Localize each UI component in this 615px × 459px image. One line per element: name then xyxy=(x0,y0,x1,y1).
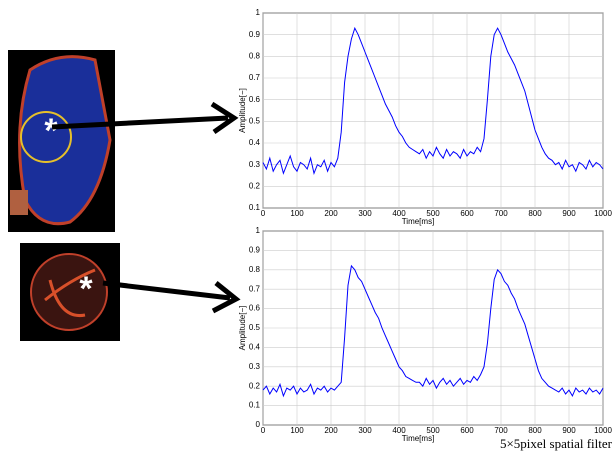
x-tick-label: 200 xyxy=(324,426,338,435)
x-tick-label: 700 xyxy=(494,426,508,435)
image-artifact xyxy=(10,190,28,215)
x-tick-label: 400 xyxy=(392,209,406,218)
y-tick-label: 0.2 xyxy=(249,381,261,390)
x-tick-label: 100 xyxy=(290,426,304,435)
y-tick-label: 0.6 xyxy=(249,304,261,313)
y-tick-label: 0.9 xyxy=(249,30,261,39)
caption: 5×5pixel spatial filter xyxy=(500,436,613,451)
x-tick-label: 200 xyxy=(324,209,338,218)
y-tick-label: 0.8 xyxy=(249,51,261,60)
y-tick-label: 0.8 xyxy=(249,265,261,274)
roi-marker: * xyxy=(44,112,58,150)
y-tick-label: 0.4 xyxy=(249,138,261,147)
x-tick-label: 1000 xyxy=(594,426,612,435)
x-tick-label: 900 xyxy=(562,209,576,218)
y-tick-label: 0.2 xyxy=(249,181,261,190)
x-tick-label: 300 xyxy=(358,209,372,218)
x-tick-label: 400 xyxy=(392,426,406,435)
y-axis-label: Amplitude[−] xyxy=(238,88,247,133)
x-tick-label: 800 xyxy=(528,426,542,435)
x-tick-label: 800 xyxy=(528,209,542,218)
y-tick-label: 0.6 xyxy=(249,95,261,104)
x-tick-label: 0 xyxy=(261,209,266,218)
arrow xyxy=(51,115,229,130)
y-tick-label: 0.4 xyxy=(249,343,261,352)
x-tick-label: 100 xyxy=(290,209,304,218)
roi-marker: * xyxy=(79,270,93,308)
fiber-tissue xyxy=(30,253,108,331)
y-tick-label: 0.3 xyxy=(249,362,261,371)
roi-circle xyxy=(20,111,72,163)
x-axis-label: Time[ms] xyxy=(402,217,435,226)
x-tick-label: 600 xyxy=(460,209,474,218)
y-axis-label: Amplitude[−] xyxy=(238,306,247,351)
fiber-pattern xyxy=(44,268,96,318)
y-tick-label: 0.1 xyxy=(249,203,261,212)
x-tick-label: 600 xyxy=(460,426,474,435)
y-tick-label: 0 xyxy=(256,420,261,429)
x-tick-label: 500 xyxy=(426,209,440,218)
y-tick-label: 0.5 xyxy=(249,116,261,125)
x-tick-label: 900 xyxy=(562,426,576,435)
y-tick-label: 0.7 xyxy=(249,73,261,82)
signal-line xyxy=(262,26,604,175)
arrow-head xyxy=(210,101,239,135)
arrow xyxy=(102,280,231,301)
y-tick-label: 0.5 xyxy=(249,323,261,332)
x-axis-label: Time[ms] xyxy=(402,434,435,443)
x-tick-label: 300 xyxy=(358,426,372,435)
signal-line xyxy=(262,264,604,398)
x-tick-label: 500 xyxy=(426,426,440,435)
y-tick-label: 0.9 xyxy=(249,246,261,255)
y-tick-label: 0.3 xyxy=(249,160,261,169)
x-tick-label: 0 xyxy=(261,426,266,435)
x-tick-label: 700 xyxy=(494,209,508,218)
y-tick-label: 1 xyxy=(256,226,261,235)
y-tick-label: 0.1 xyxy=(249,401,261,410)
y-tick-label: 1 xyxy=(256,8,261,17)
x-tick-label: 1000 xyxy=(594,209,612,218)
y-tick-label: 0.7 xyxy=(249,284,261,293)
heart-tissue xyxy=(18,55,112,226)
arrow-head xyxy=(211,281,241,314)
